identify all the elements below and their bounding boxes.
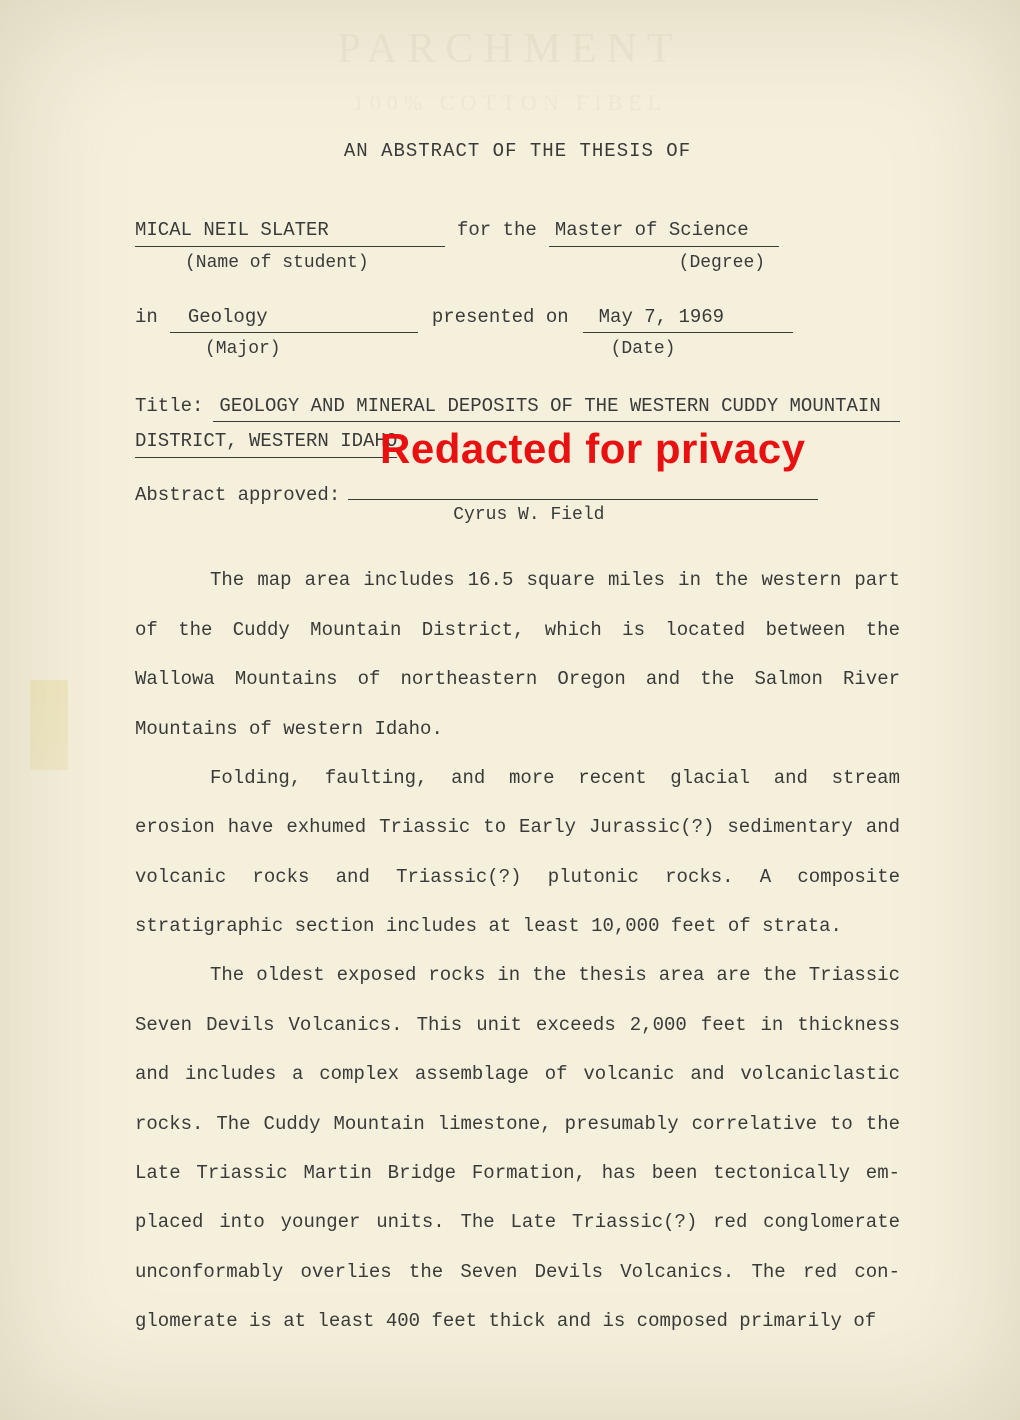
body-paragraph: Folding, faulting, and more recent glaci… bbox=[135, 754, 900, 952]
sublabel-row-1: (Name of student) (Degree) bbox=[135, 251, 900, 276]
major-sublabel: (Major) bbox=[205, 337, 281, 362]
body-paragraph: The map area includes 16.5 square miles … bbox=[135, 556, 900, 754]
abstract-body: The map area includes 16.5 square miles … bbox=[135, 556, 900, 1346]
student-name: MICAL NEIL SLATER bbox=[135, 217, 445, 247]
student-sublabel: (Name of student) bbox=[185, 251, 369, 276]
title-label: Title: bbox=[135, 393, 203, 420]
approved-signature-line: Cyrus W. Field bbox=[348, 499, 818, 500]
sublabel-row-2: (Major) (Date) bbox=[135, 337, 900, 362]
redaction-stamp: Redacted for privacy bbox=[380, 420, 806, 479]
degree-value: Master of Science bbox=[549, 217, 779, 247]
page-title: AN ABSTRACT OF THE THESIS OF bbox=[135, 140, 900, 162]
document-page: AN ABSTRACT OF THE THESIS OF MICAL NEIL … bbox=[0, 0, 1020, 1420]
body-paragraph: The oldest exposed rocks in the thesis a… bbox=[135, 951, 900, 1346]
presented-label: presented on bbox=[432, 304, 569, 331]
student-row: MICAL NEIL SLATER for the Master of Scie… bbox=[135, 217, 900, 247]
thesis-form: MICAL NEIL SLATER for the Master of Scie… bbox=[135, 217, 900, 508]
date-value: May 7, 1969 bbox=[583, 304, 793, 334]
title-row-1: Title: GEOLOGY AND MINERAL DEPOSITS OF T… bbox=[135, 393, 900, 423]
for-the-label: for the bbox=[457, 217, 537, 244]
title-value-2: DISTRICT, WESTERN IDAHO bbox=[135, 428, 397, 458]
degree-sublabel: (Degree) bbox=[679, 251, 765, 276]
date-sublabel: (Date) bbox=[611, 337, 676, 362]
in-label: in bbox=[135, 304, 158, 331]
major-row: in Geology presented on May 7, 1969 bbox=[135, 304, 900, 334]
major-value: Geology bbox=[170, 304, 418, 334]
approved-label: Abstract approved: bbox=[135, 482, 340, 509]
title-value-1: GEOLOGY AND MINERAL DEPOSITS OF THE WEST… bbox=[213, 393, 900, 423]
approved-row: Abstract approved: Cyrus W. Field bbox=[135, 482, 900, 509]
title-row-2: DISTRICT, WESTERN IDAHO Redacted for pri… bbox=[135, 428, 900, 458]
approver-name: Cyrus W. Field bbox=[453, 503, 604, 528]
